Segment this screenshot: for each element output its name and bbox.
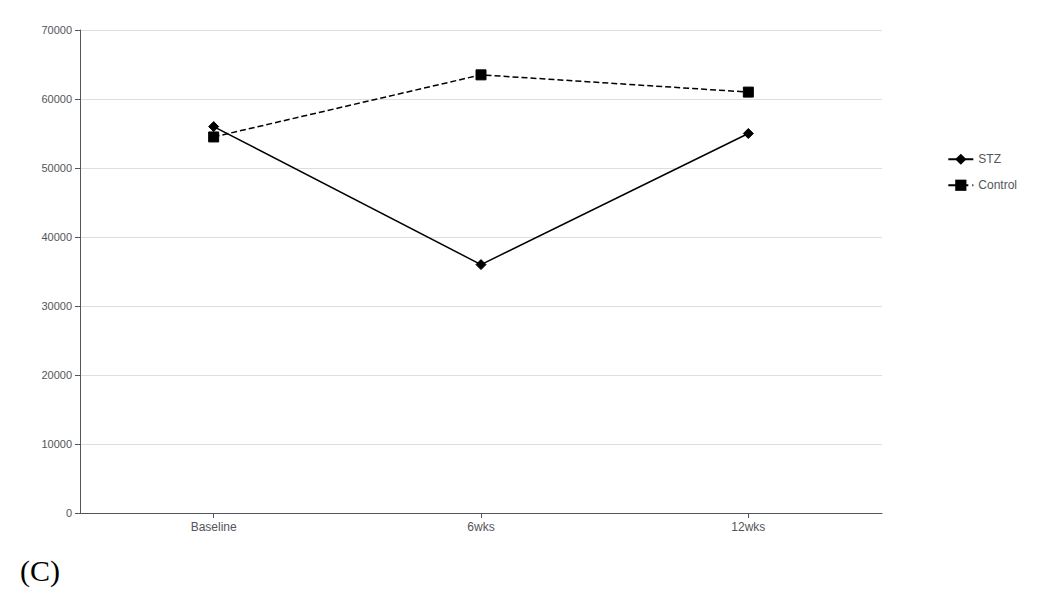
svg-text:40000: 40000 [41,231,72,243]
svg-text:Baseline: Baseline [191,520,237,534]
svg-text:6wks: 6wks [467,520,494,534]
svg-text:0: 0 [66,507,72,519]
svg-text:Control: Control [978,178,1017,192]
svg-text:20000: 20000 [41,369,72,381]
svg-text:12wks: 12wks [731,520,765,534]
svg-text:STZ: STZ [978,152,1001,166]
svg-text:30000: 30000 [41,300,72,312]
svg-text:(C): (C) [20,554,60,588]
svg-text:10000: 10000 [41,438,72,450]
svg-text:60000: 60000 [41,93,72,105]
svg-text:50000: 50000 [41,162,72,174]
svg-text:70000: 70000 [41,24,72,36]
